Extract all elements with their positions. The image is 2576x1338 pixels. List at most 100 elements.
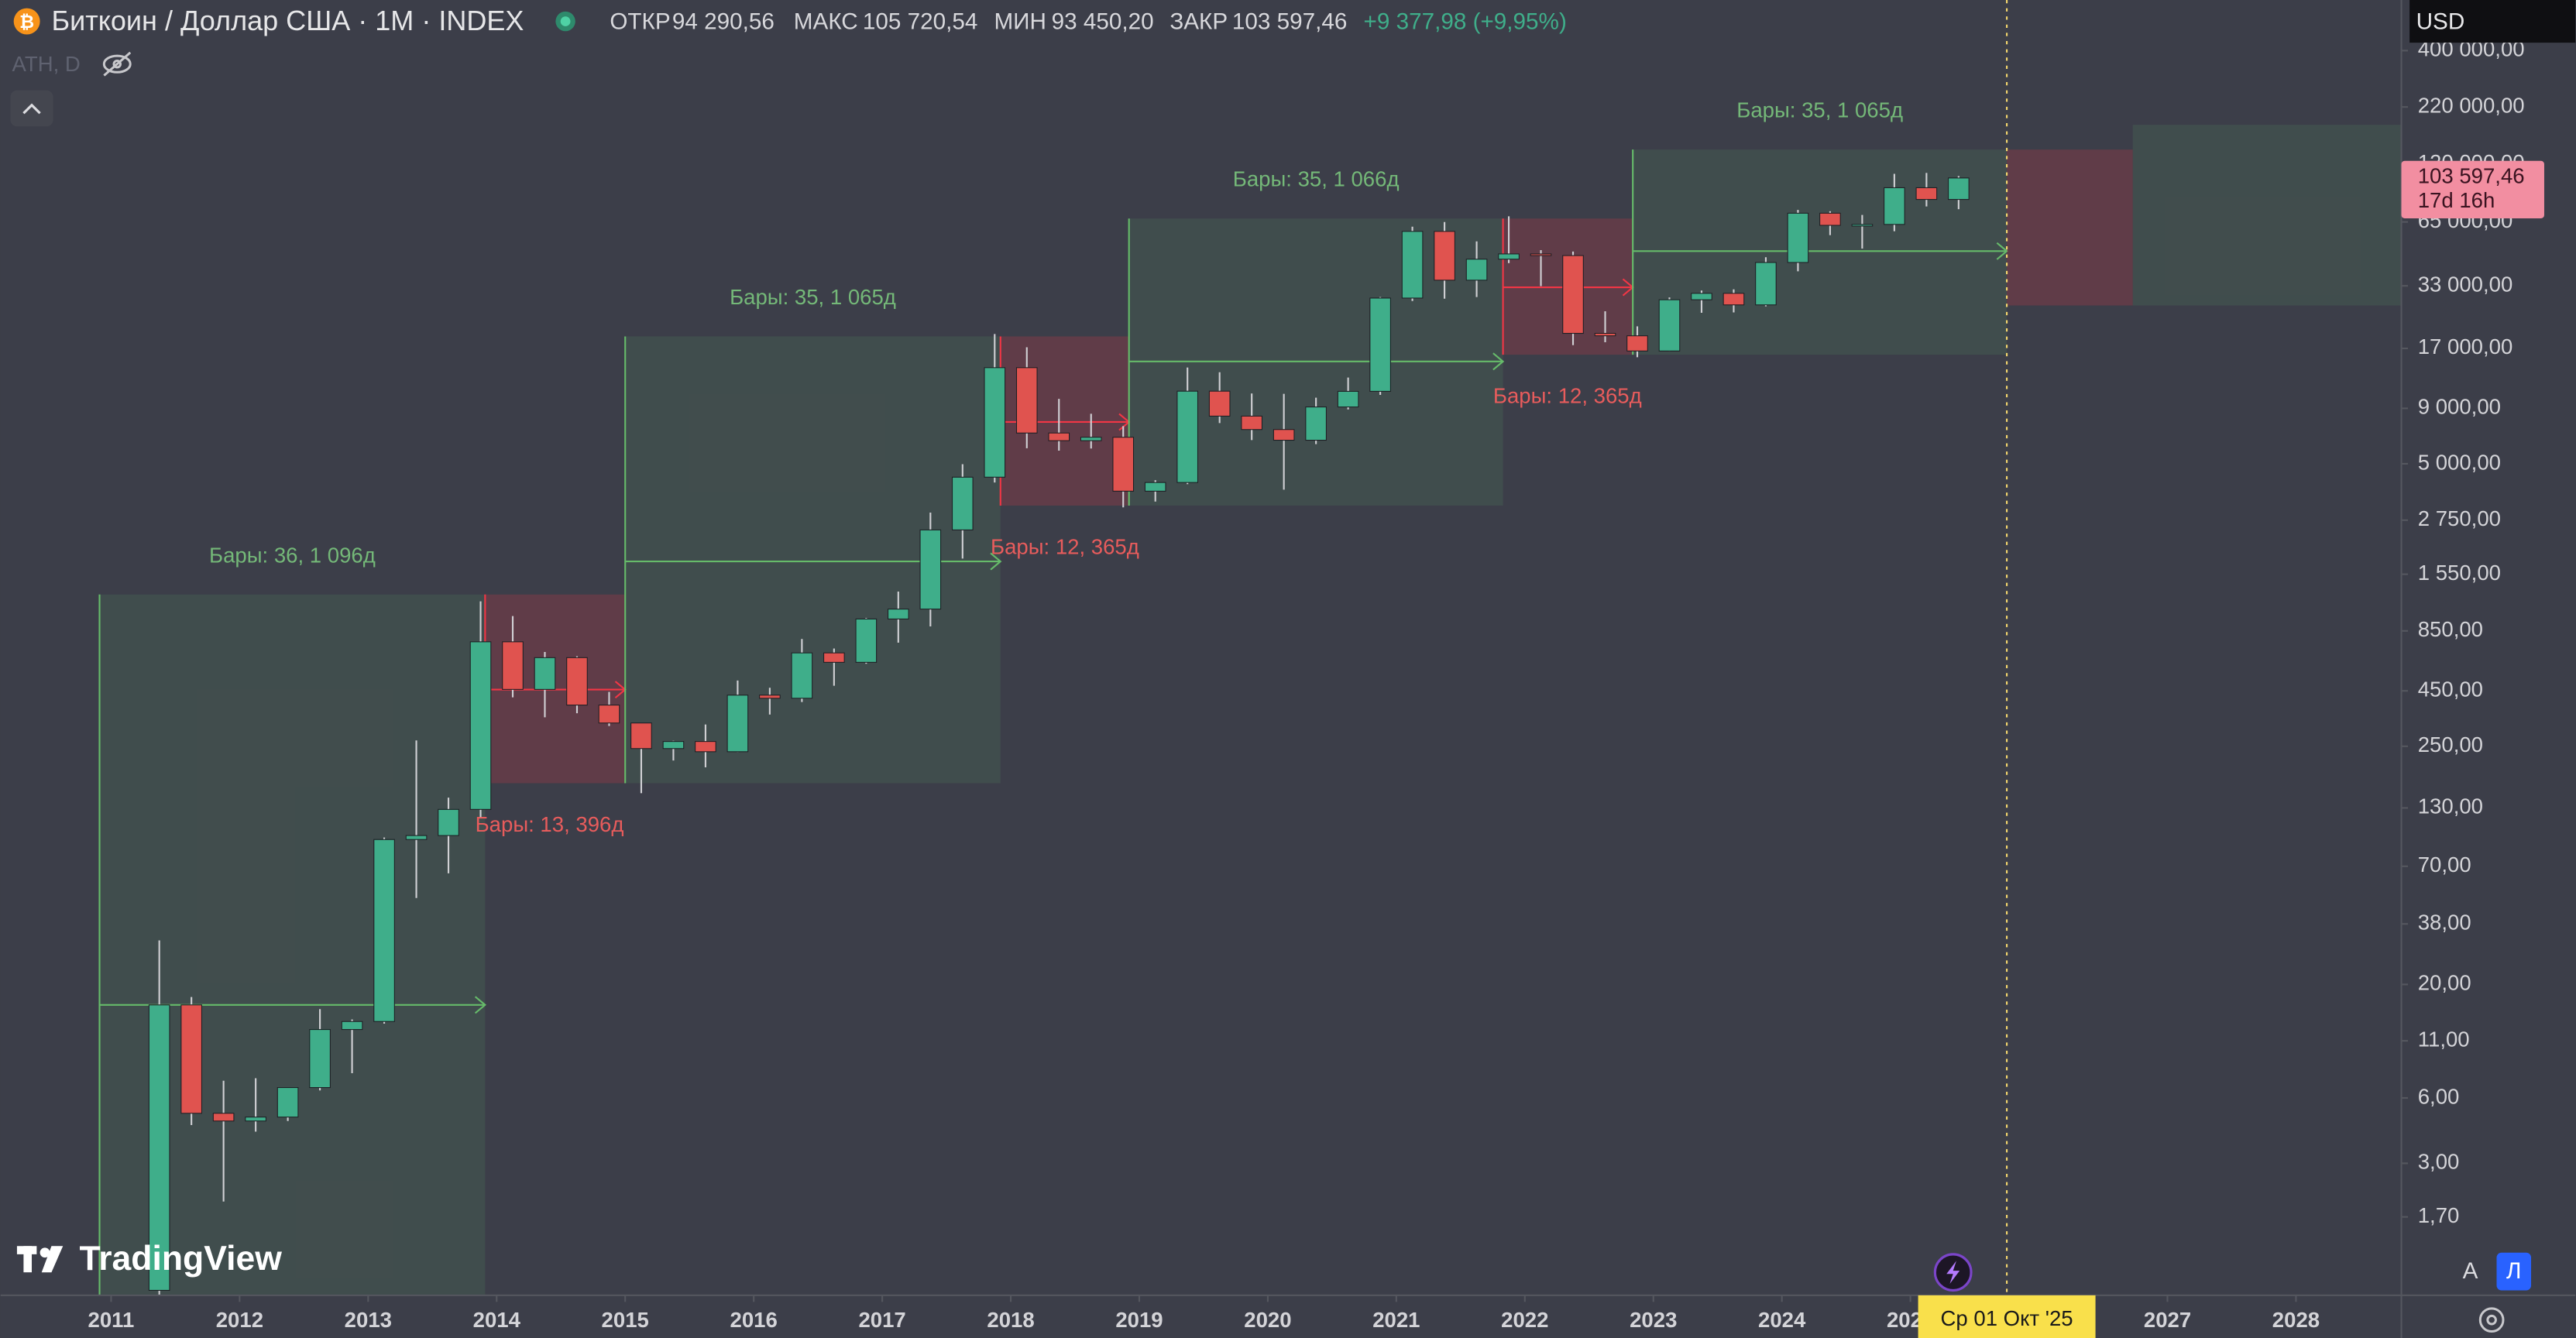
candle-body — [405, 835, 428, 840]
candle-body — [1015, 367, 1038, 434]
ohlc-change: +9 377,98 (+9,95%) — [1364, 9, 1567, 35]
candle-body — [1241, 415, 1262, 431]
candle-body — [534, 657, 556, 690]
logo-mark — [16, 1246, 64, 1273]
ohlc-value: 103 597,46 — [1232, 9, 1348, 35]
currency[interactable]: USD — [2416, 9, 2465, 35]
candle-body — [1562, 255, 1584, 334]
status-dot-inner — [560, 16, 571, 26]
candle-body — [1176, 390, 1199, 483]
logo: TradingView — [79, 1240, 282, 1278]
crosshair-overlay: Ср 01 Окт '25 — [1918, 0, 2096, 1338]
candle-body — [566, 657, 588, 706]
y-tick-label: 33 000,00 — [2418, 272, 2513, 296]
crosshair-date: Ср 01 Окт '25 — [1941, 1306, 2073, 1330]
price-label: 103 597,46 — [2418, 163, 2525, 187]
candle-body — [791, 652, 813, 699]
ohlc-label: ОТКР — [610, 9, 670, 35]
ohlc-label: МИН — [994, 9, 1046, 35]
ohlc-label: МАКС — [794, 9, 858, 35]
y-tick-label: 38,00 — [2418, 911, 2471, 935]
candle-body — [1208, 390, 1231, 417]
log-scale[interactable]: Л — [2506, 1258, 2521, 1284]
candle-body — [1048, 432, 1070, 441]
x-tick-label: 2015 — [602, 1308, 649, 1332]
candle-body — [1530, 253, 1552, 256]
measure-box — [1633, 149, 2008, 355]
candle-body — [695, 741, 716, 753]
candle-body — [1080, 437, 1102, 441]
measure-arrowhead — [474, 996, 486, 1014]
candle-body — [1851, 224, 1874, 227]
candle-body — [276, 1087, 299, 1118]
x-tick-label: 2018 — [987, 1308, 1034, 1332]
candle-body — [1626, 335, 1648, 352]
y-tick-label: 130,00 — [2418, 794, 2483, 818]
auto-scale[interactable]: A — [2463, 1258, 2478, 1284]
btc-icon-glyph: ₿ — [19, 12, 34, 32]
measure-label: Бары: 35, 1 065д — [1736, 98, 1903, 122]
candle-body — [662, 741, 685, 750]
candle-body — [180, 1004, 202, 1114]
plot: Бары: 36, 1 096д Бары: 13, 396д Бары: 35, … — [98, 98, 2402, 1295]
candle-body — [598, 705, 620, 724]
candle-body — [1819, 212, 1841, 226]
candle-body — [1465, 259, 1488, 281]
candle-body — [502, 641, 524, 690]
candle-body — [759, 695, 781, 699]
crosshair-date-box — [1918, 1295, 2096, 1338]
x-tick-label: 2028 — [2272, 1308, 2320, 1332]
candle-body — [984, 367, 1006, 478]
measure-arrowhead — [990, 552, 1002, 571]
candle-body — [1401, 231, 1424, 299]
candle-body — [245, 1117, 266, 1122]
candle-body — [1337, 390, 1359, 408]
hide-icon[interactable] — [102, 51, 132, 77]
candle-body — [951, 476, 974, 530]
candle-body — [1498, 253, 1520, 260]
alert-icon — [1946, 1261, 1960, 1285]
currency-box[interactable] — [2409, 0, 2576, 43]
x-tick-label: 2022 — [1501, 1308, 1548, 1332]
candle-body — [855, 618, 878, 663]
measure-box — [2007, 149, 2133, 306]
indicator-label[interactable]: ATH, D — [12, 52, 81, 76]
candle-body — [148, 1004, 170, 1291]
candle-body — [888, 609, 909, 619]
measure-box — [625, 336, 1001, 784]
candle-body — [1594, 332, 1616, 337]
log-button[interactable] — [2496, 1252, 2532, 1291]
ohlc-value: 105 720,54 — [863, 9, 978, 35]
measure-label: Бары: 35, 1 065д — [730, 285, 896, 309]
settings-icon[interactable] — [2478, 1307, 2505, 1333]
measure-label: Бары: 13, 396д — [476, 812, 624, 836]
candle-body — [373, 839, 395, 1022]
measure-arrowhead — [1492, 352, 1505, 371]
y-tick-label: 850,00 — [2418, 617, 2483, 641]
countdown: 17d 16h — [2418, 188, 2495, 212]
measure-label: Бары: 35, 1 066д — [1233, 167, 1400, 191]
x-tick-label: 2011 — [88, 1308, 135, 1332]
x-tick-label: 2013 — [345, 1308, 392, 1332]
btc-icon — [13, 8, 40, 35]
y-tick-label: 450,00 — [2418, 678, 2483, 702]
candle-body — [1369, 297, 1391, 392]
measure-arrowhead — [1996, 242, 2008, 260]
x-tick-label: 2023 — [1630, 1308, 1677, 1332]
measure-label: Бары: 36, 1 096д — [209, 543, 376, 567]
collapse-button[interactable] — [10, 90, 53, 127]
x-tick-label: 2016 — [730, 1308, 778, 1332]
y-tick-label: 250,00 — [2418, 732, 2483, 756]
ohlc-label: ЗАКР — [1170, 9, 1228, 35]
candle-body — [726, 695, 749, 753]
candle-body — [1112, 437, 1135, 492]
x-tick-label: 2027 — [2144, 1308, 2191, 1332]
y-tick-label: 17 000,00 — [2418, 334, 2513, 359]
candle-body — [1658, 299, 1681, 352]
x-tick-label: 2024 — [1758, 1308, 1806, 1332]
price-label-box — [2401, 160, 2544, 218]
y-tick-label: 6,00 — [2418, 1084, 2460, 1108]
y-tick-label: 1 550,00 — [2418, 561, 2501, 585]
y-tick-label: 20,00 — [2418, 971, 2471, 995]
